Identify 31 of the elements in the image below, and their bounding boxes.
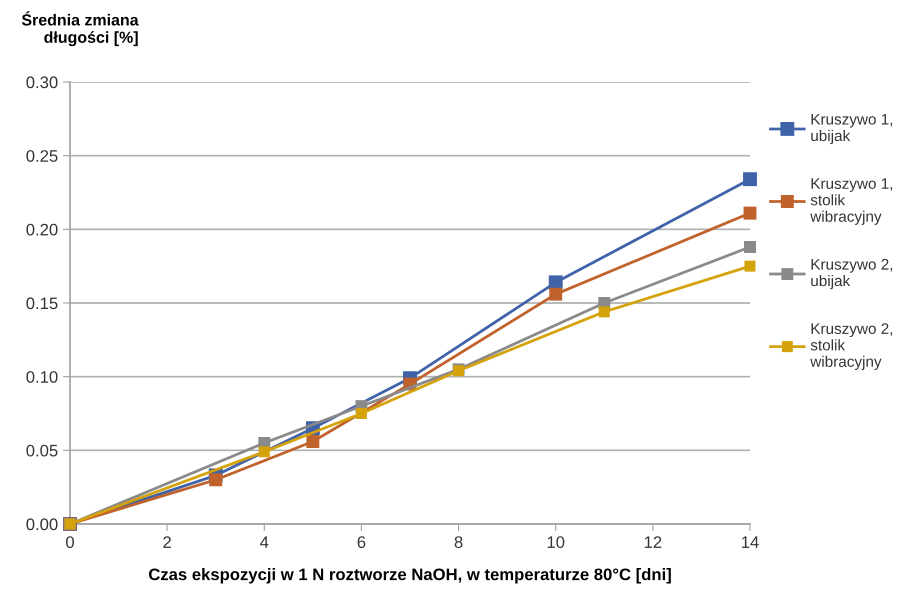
x-tick-label: 8 [454,536,462,548]
point [598,306,610,318]
y-tick-label: 0.00 [26,518,58,530]
y-tick-label: 0.15 [26,297,58,310]
x-tick-label: 0 [66,536,74,548]
legend-label: Kruszywo 1, stolik wibracyjny [810,178,892,225]
legend-label: Kruszywo 2, ubijak [811,258,892,290]
legend-label: Kruszywo 2, stolik wibracyjny [810,323,892,370]
point [744,260,756,272]
point [743,172,757,186]
point [356,408,367,419]
y-tick-label: 0.25 [26,150,58,162]
point [209,473,222,486]
x-tick-label: 4 [260,536,268,548]
y-tick-label: 0.20 [26,224,58,236]
x-tick-label: 14 [742,536,759,548]
y-tick-label: 0.05 [26,444,58,457]
x-tick-label: 2 [163,536,171,548]
x-tick-label: 12 [644,536,662,548]
point [549,288,562,301]
x-tick-label: 10 [548,536,564,548]
point [306,435,320,448]
y-tick-label: 0.30 [26,76,58,88]
y-axis-title: Średnia zmiana długości [%] [22,11,139,46]
point [744,206,756,220]
point [258,446,270,458]
x-axis-title: Czas ekspozycji w 1 N roztworze NaOH, w temperaturze 80°C [dni] [148,568,671,584]
legend-label: Kruszywo 1, ubijak [811,114,892,144]
y-tick-label: 0.10 [26,371,58,383]
x-tick-label: 6 [358,536,366,548]
point [744,241,756,253]
